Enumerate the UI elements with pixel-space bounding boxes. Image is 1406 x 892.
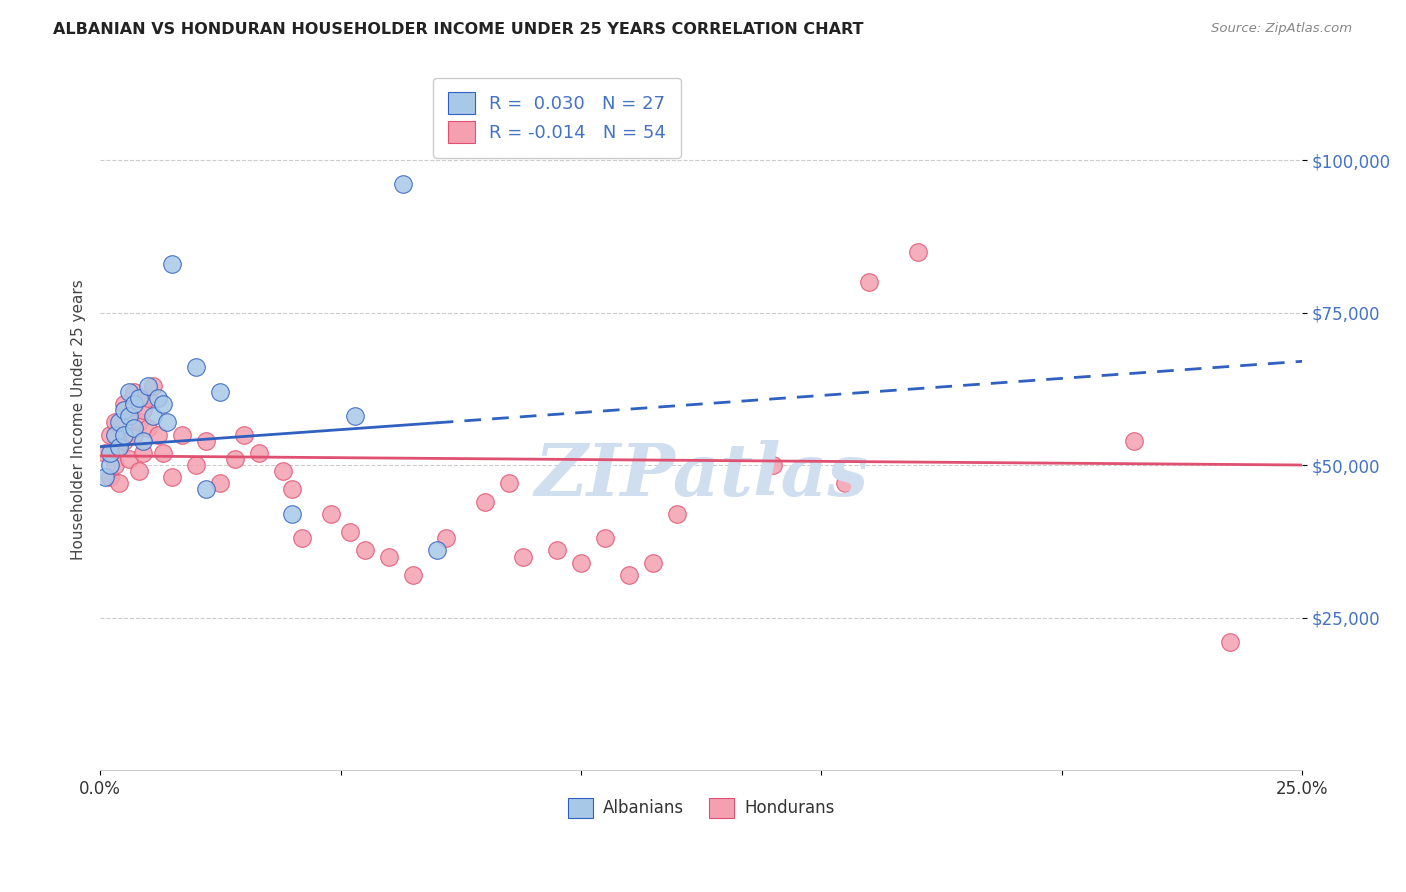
Point bbox=[162, 257, 184, 271]
Point bbox=[122, 384, 145, 399]
Point bbox=[128, 464, 150, 478]
Point bbox=[94, 446, 117, 460]
Point bbox=[224, 451, 246, 466]
Point bbox=[233, 427, 256, 442]
Point bbox=[392, 178, 415, 192]
Point bbox=[108, 415, 131, 429]
Point bbox=[112, 434, 135, 448]
Point bbox=[122, 427, 145, 442]
Point bbox=[434, 531, 457, 545]
Point bbox=[108, 440, 131, 454]
Point bbox=[94, 470, 117, 484]
Point bbox=[98, 446, 121, 460]
Point bbox=[194, 434, 217, 448]
Point bbox=[162, 470, 184, 484]
Point bbox=[1219, 635, 1241, 649]
Point bbox=[858, 275, 880, 289]
Point bbox=[132, 434, 155, 448]
Y-axis label: Householder Income Under 25 years: Householder Income Under 25 years bbox=[72, 279, 86, 559]
Point bbox=[122, 421, 145, 435]
Point bbox=[569, 556, 592, 570]
Point bbox=[98, 458, 121, 472]
Point bbox=[353, 543, 375, 558]
Point bbox=[146, 427, 169, 442]
Point bbox=[103, 458, 125, 472]
Text: ALBANIAN VS HONDURAN HOUSEHOLDER INCOME UNDER 25 YEARS CORRELATION CHART: ALBANIAN VS HONDURAN HOUSEHOLDER INCOME … bbox=[53, 22, 863, 37]
Point bbox=[98, 470, 121, 484]
Point bbox=[194, 483, 217, 497]
Point bbox=[546, 543, 568, 558]
Point bbox=[291, 531, 314, 545]
Point bbox=[118, 409, 141, 424]
Point bbox=[593, 531, 616, 545]
Point bbox=[319, 507, 342, 521]
Point bbox=[271, 464, 294, 478]
Point bbox=[136, 421, 159, 435]
Point bbox=[617, 567, 640, 582]
Point bbox=[103, 427, 125, 442]
Legend: Albanians, Hondurans: Albanians, Hondurans bbox=[561, 791, 841, 825]
Point bbox=[146, 391, 169, 405]
Point bbox=[112, 397, 135, 411]
Point bbox=[118, 409, 141, 424]
Point bbox=[1122, 434, 1144, 448]
Point bbox=[156, 415, 179, 429]
Point bbox=[186, 360, 208, 375]
Point bbox=[281, 483, 304, 497]
Point bbox=[907, 244, 929, 259]
Point bbox=[108, 440, 131, 454]
Point bbox=[209, 476, 232, 491]
Point bbox=[142, 409, 165, 424]
Point bbox=[377, 549, 399, 564]
Point bbox=[834, 476, 856, 491]
Point bbox=[247, 446, 270, 460]
Point bbox=[498, 476, 520, 491]
Point bbox=[401, 567, 423, 582]
Point bbox=[136, 391, 159, 405]
Point bbox=[118, 451, 141, 466]
Point bbox=[132, 446, 155, 460]
Point bbox=[343, 409, 366, 424]
Point bbox=[281, 507, 304, 521]
Point bbox=[512, 549, 534, 564]
Point bbox=[128, 415, 150, 429]
Point bbox=[170, 427, 193, 442]
Point bbox=[339, 525, 361, 540]
Point bbox=[103, 415, 125, 429]
Point bbox=[152, 397, 174, 411]
Point bbox=[152, 446, 174, 460]
Text: Source: ZipAtlas.com: Source: ZipAtlas.com bbox=[1212, 22, 1353, 36]
Point bbox=[666, 507, 689, 521]
Point bbox=[128, 391, 150, 405]
Point bbox=[132, 403, 155, 417]
Point bbox=[136, 378, 159, 392]
Point bbox=[122, 397, 145, 411]
Point bbox=[108, 476, 131, 491]
Point bbox=[112, 403, 135, 417]
Point bbox=[641, 556, 664, 570]
Point bbox=[426, 543, 449, 558]
Point bbox=[762, 458, 785, 472]
Point bbox=[186, 458, 208, 472]
Point bbox=[118, 384, 141, 399]
Point bbox=[474, 494, 496, 508]
Text: ZIPatlas: ZIPatlas bbox=[534, 440, 868, 511]
Point bbox=[98, 427, 121, 442]
Point bbox=[112, 427, 135, 442]
Point bbox=[209, 384, 232, 399]
Point bbox=[142, 378, 165, 392]
